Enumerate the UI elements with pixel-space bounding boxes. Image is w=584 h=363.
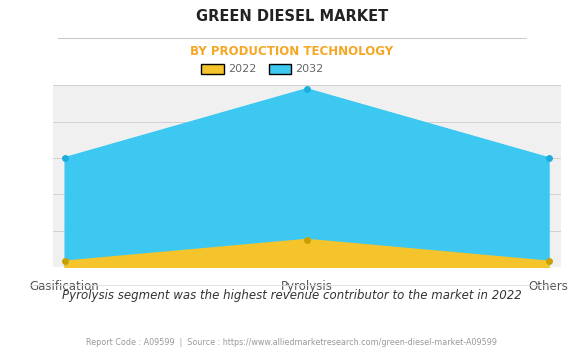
Text: Pyrolysis segment was the highest revenue contributor to the market in 2022: Pyrolysis segment was the highest revenu… (62, 289, 522, 302)
Point (302, 86, 311, 92)
Text: 2032: 2032 (295, 64, 323, 74)
Text: 2022: 2022 (228, 64, 256, 74)
Point (544, 258, 553, 264)
Point (60, 258, 69, 264)
Text: Report Code : A09599  |  Source : https://www.alliedmarketresearch.com/green-die: Report Code : A09599 | Source : https://… (86, 338, 498, 347)
Point (60, 155, 69, 161)
Point (544, 155, 553, 161)
Text: GREEN DIESEL MARKET: GREEN DIESEL MARKET (196, 9, 388, 24)
Text: BY PRODUCTION TECHNOLOGY: BY PRODUCTION TECHNOLOGY (190, 45, 394, 58)
Point (302, 237, 311, 242)
